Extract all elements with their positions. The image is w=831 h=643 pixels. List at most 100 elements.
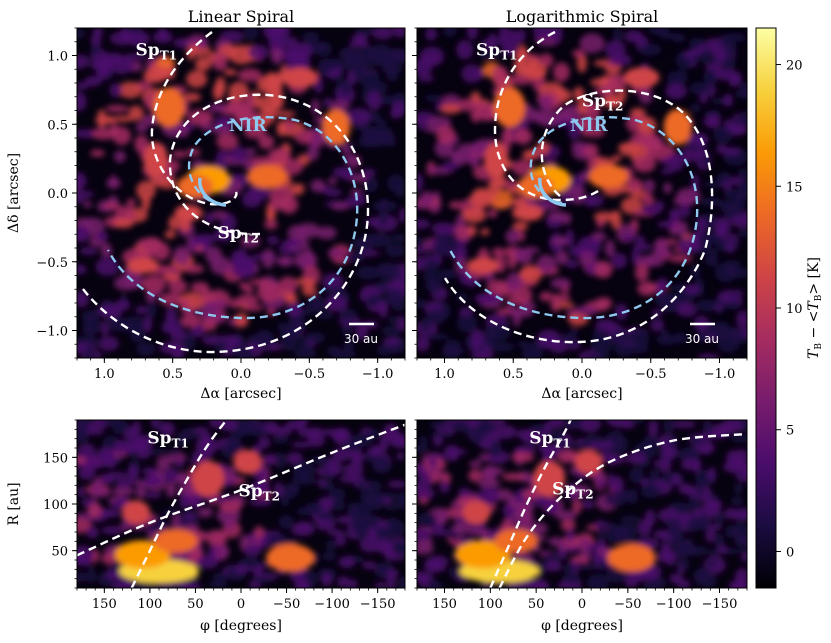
annotation-label: SpT2 [218,223,259,245]
x-tick-label: −150 [360,597,396,612]
annotations: SpT1 SpT2 [147,428,280,503]
x-tick-label: −50 [614,597,641,612]
annotations: SpT1 SpT2 NIR [476,41,623,137]
spiral-spt2-curve [498,432,747,588]
y-axis-ticks: 50 100 150 [43,419,77,589]
spiral-curves [443,30,714,344]
x-axis-label: Δα [arcsec] [200,386,281,402]
x-tick-label: 0.0 [231,367,252,382]
x-tick-label: 100 [478,597,503,612]
x-axis-label: Δα [arcsec] [541,386,622,402]
x-axis-ticks: 150 100 50 0 −50 −100 −150 [76,588,406,612]
x-axis-ticks: 1.0 0.5 0.0 −0.5 −1.0 [76,358,406,382]
x-tick-label: 0 [237,597,245,612]
scale-bar: 30 au [344,322,378,346]
spiral-sp-t2-curve [443,89,714,344]
x-tick-label: −0.5 [294,367,326,382]
panel-linear-spiral: Linear Spiral 30 au SpT1 SpT2 NIR 1.0 0.5 0.… [6,7,406,402]
x-tick-label: 100 [137,597,162,612]
spiral-curves [77,420,405,588]
annotations: SpT1 SpT2 NIR [136,41,268,246]
annotation-label: SpT1 [136,41,177,63]
heatmap-image [417,28,747,358]
annotation-label: NIR [570,116,608,136]
x-tick-label: −0.5 [635,367,667,382]
annotation-label: SpT2 [238,482,279,504]
y-tick-label: 100 [43,498,68,513]
x-tick-label: 1.0 [94,367,115,382]
x-axis-label: φ [degrees] [541,618,623,634]
annotation-label: SpT1 [147,428,188,450]
y-tick-label: 0.5 [47,118,68,133]
spiral-spt1-curve [130,420,229,588]
nir-bright-arc [198,177,227,207]
panel-polar-linear: SpT1 SpT2 150 100 50 0 −50 −100 −150 50 100 150 φ… [6,419,406,634]
x-tick-label: 1.0 [434,367,455,382]
x-tick-label: 50 [528,597,545,612]
y-axis-ticks: 1.0 0.5 0.0 −0.5 −1.0 [36,27,77,359]
annotation-label: SpT1 [529,428,570,450]
x-tick-label: 150 [432,597,457,612]
colorbar-tick-label: 0 [786,545,794,560]
x-tick-label: 0 [578,597,586,612]
nir-spiral-curve [448,115,699,320]
scale-bar: 30 au [685,322,719,346]
y-tick-label: 150 [43,451,68,466]
panel-logarithmic-spiral: Logarithmic Spiral 30 au SpT1 SpT2 NIR 1.0… [412,7,748,402]
x-tick-label: −100 [314,597,350,612]
x-axis-label: φ [degrees] [200,618,282,634]
colorbar-ticks: 0 5 10 15 20 [776,59,803,560]
panel-title: Linear Spiral [188,7,294,26]
spiral-spt1-curve [489,420,572,588]
colorbar-label: TB − <TB> [K] [806,257,824,359]
spiral-spt2-curve [77,423,405,557]
x-tick-label: 50 [187,597,204,612]
colorbar-gradient [755,27,777,589]
panel-polar-logarithmic: SpT1 SpT2 150 100 50 0 −50 −100 −150 φ [degrees… [412,419,748,634]
spiral-curves [489,420,747,588]
y-axis-ticks [412,419,417,589]
y-tick-label: 0.0 [47,187,68,202]
annotation-label: NIR [229,116,267,136]
heatmap-image [77,28,405,358]
annotations: SpT1 SpT2 [529,428,593,501]
spiral-sp-t2-curve [79,93,370,354]
x-tick-label: 0.0 [572,367,593,382]
colorbar-tick-label: 10 [786,302,803,317]
spiral-sp-t1-curve [493,30,601,202]
colorbar-tick-label: 20 [786,59,803,74]
nir-bright-arc [538,177,567,207]
x-tick-label: −1.0 [704,367,736,382]
heatmap-image [417,420,747,588]
x-tick-label: 0.5 [503,367,524,382]
x-axis-ticks: 1.0 0.5 0.0 −0.5 −1.0 [416,358,748,382]
y-tick-label: 1.0 [47,50,68,65]
x-tick-label: −1.0 [362,367,394,382]
heatmap-image [77,420,405,588]
annotation-label: SpT2 [582,91,623,113]
scale-bar-label: 30 au [685,332,719,346]
y-axis-ticks [412,27,417,359]
annotation-label: SpT1 [476,41,517,63]
annotation-label: SpT2 [552,480,593,502]
scale-bar-label: 30 au [344,332,378,346]
x-tick-label: 150 [92,597,117,612]
x-tick-label: −150 [702,597,738,612]
x-tick-label: 0.5 [162,367,183,382]
x-tick-label: −100 [656,597,692,612]
y-axis-label: Δδ [arcsec] [6,153,22,233]
spiral-sp-t1-curve [150,31,238,206]
spiral-curves [79,31,370,354]
y-tick-label: −0.5 [36,256,68,271]
x-tick-label: −50 [273,597,300,612]
y-tick-label: 50 [51,545,68,560]
y-tick-label: −1.0 [36,325,68,340]
colorbar-tick-label: 15 [786,180,803,195]
panel-title: Logarithmic Spiral [506,7,659,26]
y-axis-label: R [au] [6,482,22,525]
colorbar: 0 5 10 15 20 TB − <TB> [K] [755,27,824,589]
colorbar-tick-label: 5 [786,424,794,439]
x-axis-ticks: 150 100 50 0 −50 −100 −150 [416,588,748,612]
nir-spiral-curve [106,115,359,320]
